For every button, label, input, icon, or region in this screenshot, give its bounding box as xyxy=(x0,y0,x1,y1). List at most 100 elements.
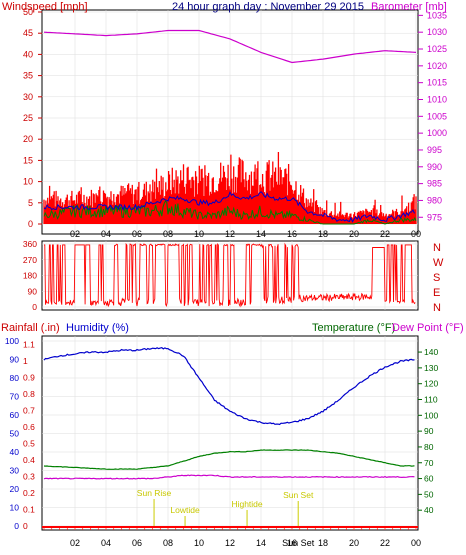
humidity-tick-label: 10 xyxy=(10,503,20,513)
x-tick-label: 18 xyxy=(318,538,328,548)
dir-compass-label: S xyxy=(433,272,440,284)
wind-label: Windspeed [mph] xyxy=(2,1,88,13)
rain-tick-label: 1.1 xyxy=(23,339,35,349)
wind-tick-label: 20 xyxy=(23,134,33,144)
axis-labels: 0510152025303540455097598098599099510001… xyxy=(5,7,447,548)
sunset-overlay-label: Sun Set xyxy=(282,538,315,548)
temp-tick-label: 60 xyxy=(424,474,434,484)
wind-tick-label: 0 xyxy=(28,219,33,229)
x-tick-label: 06 xyxy=(132,538,142,548)
x-tick-label: 08 xyxy=(163,538,173,548)
dir-compass-label: N xyxy=(433,242,441,254)
wind-tick-label: 25 xyxy=(23,113,33,123)
temp-tick-label: 110 xyxy=(424,395,438,405)
baro-tick-label: 1025 xyxy=(427,44,447,54)
baro-tick-label: 975 xyxy=(427,212,442,222)
humidity-tick-label: 70 xyxy=(10,392,20,402)
baro-tick-label: 1020 xyxy=(427,61,447,71)
dir-tick-label: 0 xyxy=(32,302,37,312)
event-label: Sun Set xyxy=(283,490,314,500)
temp-tick-label: 100 xyxy=(424,410,438,420)
baro-tick-label: 1015 xyxy=(427,78,447,88)
rain-tick-label: 0.8 xyxy=(23,389,35,399)
rain-tick-label: 0.9 xyxy=(23,372,35,382)
x-tick-label: 16 xyxy=(287,229,297,239)
baro-tick-label: 985 xyxy=(427,179,442,189)
temperature-series xyxy=(43,449,415,470)
x-tick-label: 14 xyxy=(256,538,266,548)
x-tick-label: 06 xyxy=(132,229,142,239)
x-tick-label: 16 xyxy=(287,538,297,548)
x-tick-label: 04 xyxy=(101,538,111,548)
rain-label: Rainfall (.in) xyxy=(1,322,60,334)
wind-tick-label: 30 xyxy=(23,92,33,102)
x-tick-label: 04 xyxy=(101,229,111,239)
rain-tick-label: 1 xyxy=(23,356,28,366)
rain-tick-label: 0.4 xyxy=(23,455,35,465)
x-tick-label: 00 xyxy=(411,229,421,239)
temp-tick-label: 140 xyxy=(424,347,438,357)
humidity-tick-label: 60 xyxy=(10,410,20,420)
rain-tick-label: 0.1 xyxy=(23,504,35,514)
x-tick-label: 22 xyxy=(380,538,390,548)
chart-title: 24 hour graph day : November 29 2015 xyxy=(172,1,364,13)
x-tick-label: 20 xyxy=(349,229,359,239)
dir-compass-label: N xyxy=(433,302,441,314)
baro-tick-label: 1005 xyxy=(427,111,447,121)
dir-compass-label: W xyxy=(433,257,444,269)
x-tick-label: 10 xyxy=(194,538,204,548)
humidity-series xyxy=(43,347,415,426)
wind-series xyxy=(43,29,417,225)
low-wind-series xyxy=(43,200,417,225)
direction-series xyxy=(44,242,416,308)
dir-tick-label: 270 xyxy=(23,255,37,265)
dir-tick-label: 360 xyxy=(23,239,37,249)
x-tick-label: 10 xyxy=(194,229,204,239)
rain-tick-label: 0.7 xyxy=(23,405,35,415)
rain-tick-label: 0.3 xyxy=(23,471,35,481)
humidity-tick-label: 50 xyxy=(10,429,20,439)
humidity-tick-label: 90 xyxy=(10,355,20,365)
x-tick-label: 02 xyxy=(70,229,80,239)
humidity-tick-label: 100 xyxy=(5,336,19,346)
x-tick-label: 12 xyxy=(225,229,235,239)
humidity-tick-label: 20 xyxy=(10,484,20,494)
humidity-tick-label: 40 xyxy=(10,447,20,457)
wind-tick-label: 40 xyxy=(23,49,33,59)
x-tick-label: 00 xyxy=(411,538,421,548)
x-tick-label: 22 xyxy=(380,229,390,239)
dir-tick-label: 180 xyxy=(23,271,37,281)
avg-wind-series xyxy=(43,190,415,223)
event-label: Hightide xyxy=(231,499,262,509)
dir-tick-label: 90 xyxy=(28,286,38,296)
event-label: Sun Rise xyxy=(137,488,172,498)
event-label: Lowtide xyxy=(170,505,200,515)
baro-tick-label: 1030 xyxy=(427,27,447,37)
temperature-label: Temperature (°F) xyxy=(312,322,395,334)
baro-tick-label: 1000 xyxy=(427,128,447,138)
x-tick-label: 02 xyxy=(70,538,80,548)
temp-tick-label: 40 xyxy=(424,505,434,515)
baro-tick-label: 1035 xyxy=(427,10,447,20)
humidity-tick-label: 80 xyxy=(10,373,20,383)
wind-tick-label: 45 xyxy=(23,28,33,38)
rain-tick-label: 0.6 xyxy=(23,422,35,432)
humidity-tick-label: 0 xyxy=(14,521,19,531)
baro-tick-label: 990 xyxy=(427,162,442,172)
dewpoint-label: Dew Point (°F) xyxy=(392,322,464,334)
x-tick-label: 18 xyxy=(318,229,328,239)
dir-compass-label: E xyxy=(433,287,440,299)
x-tick-label: 20 xyxy=(349,538,359,548)
rain-tick-label: 0 xyxy=(23,521,28,531)
wind-tick-label: 5 xyxy=(28,198,33,208)
wind-tick-label: 50 xyxy=(23,7,33,17)
wind-tick-label: 15 xyxy=(23,155,33,165)
baro-tick-label: 980 xyxy=(427,195,442,205)
barometer-series xyxy=(43,29,417,64)
temp-tick-label: 90 xyxy=(424,426,434,436)
temp-tick-label: 120 xyxy=(424,379,438,389)
wind-tick-label: 35 xyxy=(23,71,33,81)
lower-grid xyxy=(42,336,418,530)
temp-tick-label: 130 xyxy=(424,363,438,373)
